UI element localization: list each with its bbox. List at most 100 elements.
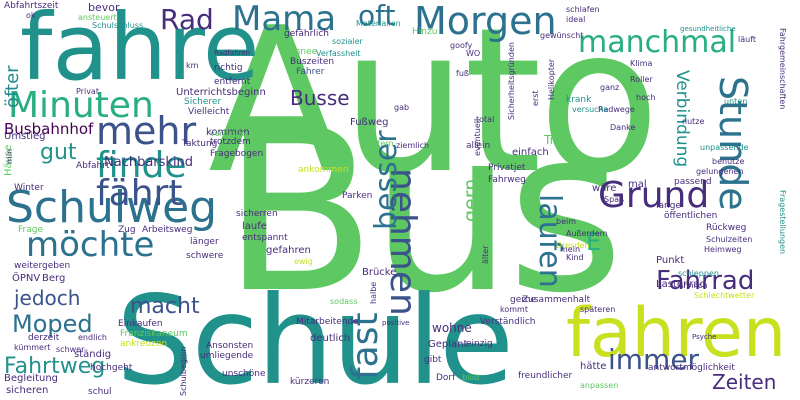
cloud-word: gibt: [424, 355, 442, 365]
cloud-word: Fahrrad: [656, 266, 755, 296]
cloud-word: hätte: [580, 361, 607, 372]
cloud-word: fahren: [566, 294, 787, 373]
cloud-word: Sicherer: [184, 97, 222, 107]
cloud-word: lange: [656, 201, 681, 211]
cloud-word: Mama: [232, 0, 337, 39]
cloud-word: verbinde: [210, 129, 246, 138]
cloud-word: Rad: [160, 3, 214, 36]
cloud-word: Begleitung: [4, 373, 59, 384]
cloud-word: Materialien: [356, 19, 401, 28]
cloud-word: erst: [531, 90, 540, 106]
cloud-word: unpassende: [700, 143, 749, 152]
cloud-word: Nachbarskind: [104, 155, 194, 170]
cloud-word: weitergeben: [14, 261, 71, 271]
cloud-word: sozialer: [332, 37, 363, 46]
cloud-word: späteren: [580, 305, 616, 314]
cloud-word: deutlich: [310, 333, 351, 344]
cloud-word: ewig: [294, 257, 313, 266]
cloud-word: schlafen: [566, 5, 600, 14]
cloud-word: Schule: [116, 270, 514, 400]
cloud-word: Frage: [18, 225, 43, 235]
cloud-word: Arbeitsweg: [142, 225, 193, 235]
cloud-word: gern: [460, 178, 482, 222]
cloud-word: wohne: [432, 321, 472, 335]
cloud-word: Verständlich: [480, 317, 536, 327]
cloud-word: Privatjet: [488, 163, 526, 173]
cloud-word: mehr: [96, 109, 197, 153]
cloud-word: Schulzeiten: [706, 235, 753, 244]
cloud-word: Fahrtweg: [4, 354, 106, 379]
cloud-word: ganz: [600, 83, 620, 92]
cloud-word: Franziskaneum: [120, 329, 188, 339]
cloud-word: Lastenrad: [656, 279, 706, 290]
cloud-word: Klima: [630, 59, 653, 68]
cloud-word: unten: [724, 97, 748, 106]
cloud-word: Schulschluss: [92, 21, 144, 30]
cloud-word: Fragestellungen: [778, 190, 787, 255]
cloud-word: Mitarbeitende: [296, 317, 359, 327]
cloud-word: Busse: [290, 86, 350, 110]
cloud-word: fuß: [456, 69, 469, 78]
cloud-word: Kind: [566, 253, 584, 262]
cloud-word: öfter: [2, 65, 23, 108]
cloud-word: möchte: [26, 225, 155, 265]
cloud-word: Moped: [12, 310, 93, 338]
cloud-word: Fragebogen: [210, 149, 264, 159]
cloud-word: Geplant: [428, 339, 468, 350]
cloud-word: finde: [96, 145, 187, 186]
cloud-word: positive: [382, 319, 410, 327]
cloud-word: kommen: [206, 127, 250, 138]
cloud-word: km: [186, 61, 199, 70]
cloud-word: Taktung: [182, 139, 218, 149]
cloud-word: Abfahrtszeit: [4, 1, 59, 11]
cloud-word: schwere: [186, 251, 224, 261]
cloud-word: ziemlich: [396, 141, 430, 150]
cloud-word: Buszeiten: [290, 57, 335, 67]
cloud-word: krank: [566, 95, 592, 105]
cloud-word: bevor: [88, 1, 120, 14]
cloud-word: Helikopter: [547, 58, 556, 100]
cloud-word: blöd: [462, 373, 480, 382]
cloud-word: Privat: [76, 87, 99, 96]
cloud-word: eventuell: [473, 118, 482, 156]
cloud-word: richtig: [214, 63, 243, 73]
cloud-word: schleppen: [678, 269, 719, 278]
cloud-word: Schnee: [284, 47, 318, 57]
cloud-word: gefährlich: [284, 29, 329, 39]
cloud-word: gelungenen: [696, 167, 744, 176]
cloud-word: Fahrer: [296, 67, 325, 77]
cloud-word: Eltern: [370, 139, 394, 148]
cloud-word: trotzdem: [210, 137, 251, 147]
cloud-word: Heimweg: [704, 245, 742, 254]
cloud-word: Berg: [42, 273, 66, 284]
cloud-word: Rückweg: [706, 223, 747, 233]
cloud-word: schul: [88, 387, 112, 397]
cloud-word: Unterrichtsbeginn: [176, 87, 266, 98]
cloud-word: gesundheitliche: [680, 25, 736, 33]
cloud-word: passend: [674, 177, 712, 187]
cloud-word: Winter: [14, 183, 44, 193]
cloud-word: allein: [466, 141, 491, 151]
cloud-word: kümmert: [14, 343, 51, 352]
cloud-word: halbe: [369, 281, 378, 304]
cloud-word: Schulweg: [6, 182, 218, 233]
cloud-word: Schulbeginn: [179, 346, 188, 396]
cloud-word: Einkaufen: [118, 319, 163, 329]
cloud-word: Busbahnhof: [4, 120, 94, 138]
cloud-word: Zeiten: [712, 370, 777, 394]
cloud-word: umliegende: [200, 351, 254, 361]
cloud-word: gut: [40, 140, 77, 165]
cloud-word: Schlechtwetter: [694, 291, 755, 300]
cloud-word: Radfahren: [214, 49, 251, 57]
cloud-word: kürzeren: [290, 377, 330, 387]
cloud-word: Morgen: [414, 0, 557, 43]
cloud-word: entfernt: [214, 77, 251, 87]
cloud-word: Minuten: [8, 85, 154, 126]
cloud-word: gewünscht: [540, 31, 584, 40]
cloud-word: Hinzu: [412, 27, 438, 37]
cloud-word: ÖPNV: [12, 273, 41, 284]
cloud-word: oft: [358, 0, 396, 32]
cloud-word: länger: [190, 237, 219, 247]
cloud-word: ansteuert: [78, 13, 117, 22]
